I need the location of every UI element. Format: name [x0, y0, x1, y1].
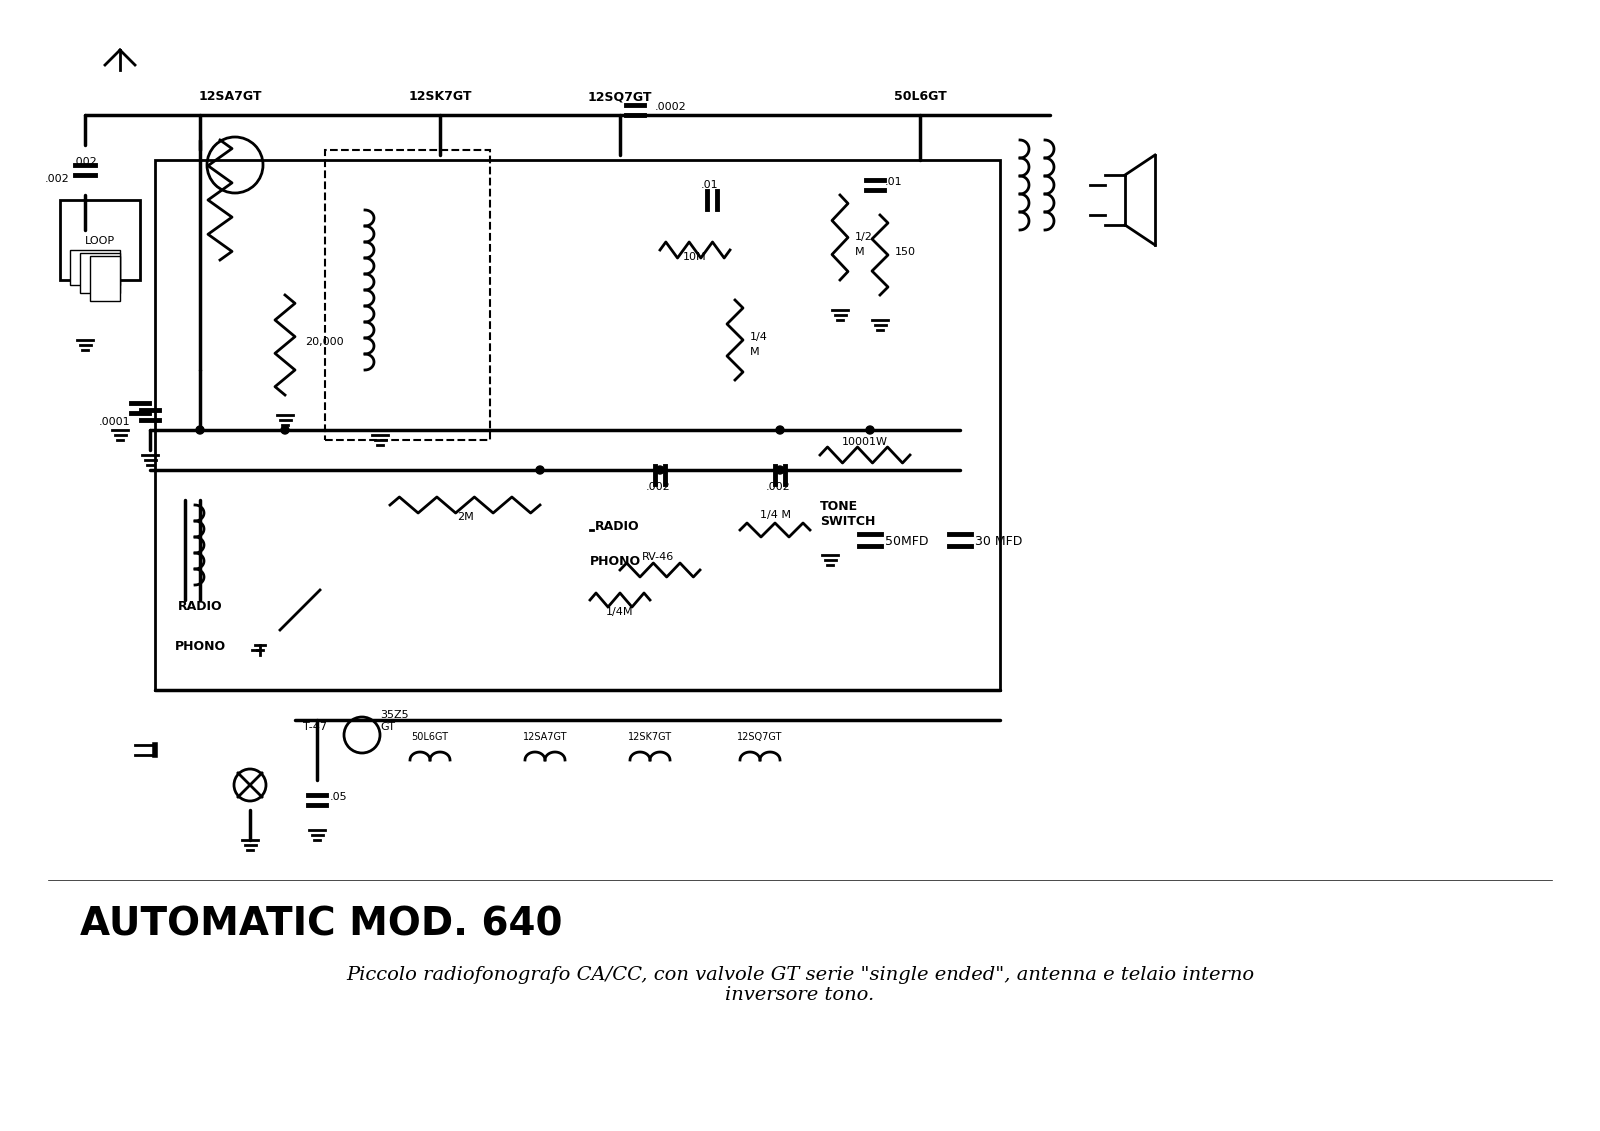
Text: LOOP: LOOP: [85, 236, 115, 247]
Text: 1/4 M: 1/4 M: [760, 510, 790, 520]
Text: 10M: 10M: [683, 252, 707, 262]
FancyBboxPatch shape: [61, 200, 141, 280]
Text: T-47: T-47: [302, 722, 326, 732]
Circle shape: [866, 426, 874, 434]
Text: .01: .01: [701, 180, 718, 190]
Circle shape: [195, 426, 205, 434]
Circle shape: [536, 466, 544, 474]
Text: 1/4M: 1/4M: [606, 607, 634, 618]
Text: M: M: [854, 247, 864, 257]
FancyBboxPatch shape: [325, 150, 490, 440]
Text: AUTOMATIC MOD. 640: AUTOMATIC MOD. 640: [80, 906, 563, 944]
Circle shape: [656, 466, 664, 474]
Text: 1/4: 1/4: [750, 333, 768, 342]
Text: Piccolo radiofonografo CA/CC, con valvole GT serie "single ended", antenna e tel: Piccolo radiofonografo CA/CC, con valvol…: [346, 966, 1254, 1004]
Text: .002: .002: [646, 482, 670, 492]
Text: GT: GT: [381, 722, 395, 732]
Text: PHONO: PHONO: [590, 555, 642, 568]
Text: RV-46: RV-46: [642, 552, 674, 562]
Text: RADIO: RADIO: [595, 520, 640, 533]
Text: .0001: .0001: [99, 417, 131, 428]
Text: 12SA7GT: 12SA7GT: [198, 90, 262, 103]
Text: RADIO: RADIO: [178, 601, 222, 613]
Text: 20,000: 20,000: [306, 337, 344, 347]
Text: 150: 150: [894, 247, 915, 257]
Text: 30 MFD: 30 MFD: [974, 535, 1022, 549]
FancyBboxPatch shape: [70, 250, 120, 285]
Text: 50L6GT: 50L6GT: [411, 732, 448, 742]
Text: SWITCH: SWITCH: [819, 515, 875, 528]
Text: .002: .002: [766, 482, 790, 492]
Text: .002: .002: [45, 174, 69, 184]
Circle shape: [776, 466, 784, 474]
Text: 50MFD: 50MFD: [885, 535, 928, 549]
Text: .01: .01: [885, 176, 902, 187]
Text: 2M: 2M: [456, 512, 474, 523]
FancyBboxPatch shape: [80, 253, 120, 293]
Text: 1/2: 1/2: [854, 232, 874, 242]
Text: 12SQ7GT: 12SQ7GT: [738, 732, 782, 742]
Text: 50L6GT: 50L6GT: [894, 90, 946, 103]
Text: 12SQ7GT: 12SQ7GT: [587, 90, 653, 103]
Circle shape: [776, 426, 784, 434]
Text: TONE: TONE: [819, 500, 858, 513]
Text: 10001W: 10001W: [842, 437, 888, 447]
Text: .0002: .0002: [654, 102, 686, 112]
FancyBboxPatch shape: [90, 256, 120, 301]
Text: 35Z5: 35Z5: [381, 710, 408, 720]
Text: 12SK7GT: 12SK7GT: [627, 732, 672, 742]
Text: PHONO: PHONO: [174, 640, 226, 653]
Text: .05: .05: [330, 792, 347, 802]
Text: 12SK7GT: 12SK7GT: [408, 90, 472, 103]
Text: 12SA7GT: 12SA7GT: [523, 732, 568, 742]
Text: M: M: [750, 347, 760, 357]
Text: .002: .002: [72, 157, 98, 167]
Circle shape: [282, 426, 290, 434]
